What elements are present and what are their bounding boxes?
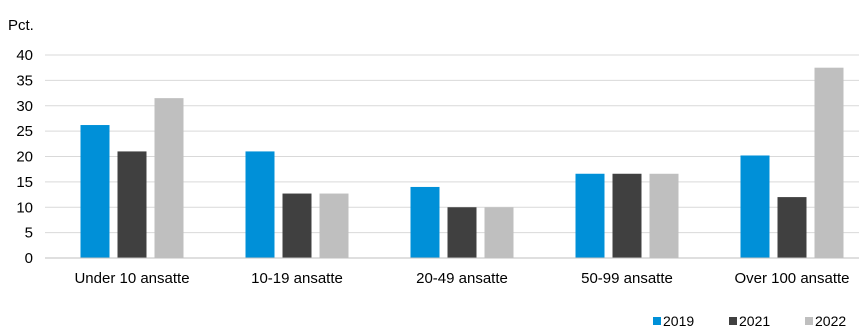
y-tick-label: 25 bbox=[16, 123, 33, 140]
bar-2019-1 bbox=[245, 151, 275, 258]
bar-2022-1 bbox=[319, 193, 349, 258]
y-tick-label: 10 bbox=[16, 199, 33, 216]
bar-2021-2 bbox=[447, 207, 477, 258]
bar-2022-4 bbox=[814, 67, 844, 258]
y-tick-label: 30 bbox=[16, 98, 33, 115]
x-category-label: 20-49 ansatte bbox=[416, 270, 508, 287]
y-tick-label: 20 bbox=[16, 149, 33, 166]
bar-2019-0 bbox=[80, 125, 110, 258]
y-tick-label: 35 bbox=[16, 72, 33, 89]
y-tick-label: 40 bbox=[16, 47, 33, 64]
bar-2021-3 bbox=[612, 173, 642, 258]
legend-label: 2022 bbox=[815, 313, 846, 329]
x-category-label: Over 100 ansatte bbox=[734, 270, 849, 287]
bar-2022-3 bbox=[649, 173, 679, 258]
bar-2022-2 bbox=[484, 207, 514, 258]
legend-label: 2021 bbox=[739, 313, 770, 329]
bar-2019-2 bbox=[410, 186, 440, 258]
bar-2021-4 bbox=[777, 197, 807, 258]
legend-label: 2019 bbox=[663, 313, 694, 329]
bar-2019-3 bbox=[575, 173, 605, 258]
bar-2019-4 bbox=[740, 155, 770, 258]
x-category-label: Under 10 ansatte bbox=[74, 270, 189, 287]
legend-swatch-2019 bbox=[653, 317, 661, 325]
x-category-label: 10-19 ansatte bbox=[251, 270, 343, 287]
bar-2021-1 bbox=[282, 193, 312, 258]
legend-swatch-2022 bbox=[805, 317, 813, 325]
y-axis-ticks: 0 5 10 15 20 25 30 35 40 bbox=[16, 47, 33, 267]
legend-swatch-2021 bbox=[729, 317, 737, 325]
y-tick-label: 5 bbox=[25, 225, 33, 242]
x-axis-category-labels: Under 10 ansatte 10-19 ansatte 20-49 ansat… bbox=[74, 270, 849, 287]
bars bbox=[80, 67, 844, 258]
y-tick-label: 0 bbox=[25, 250, 33, 267]
bar-2022-0 bbox=[154, 98, 184, 258]
bar-2021-0 bbox=[117, 151, 147, 258]
y-tick-label: 15 bbox=[16, 174, 33, 191]
legend: 2019 2021 2022 bbox=[653, 313, 846, 329]
y-axis-unit-label: Pct. bbox=[8, 17, 34, 34]
x-category-label: 50-99 ansatte bbox=[581, 270, 673, 287]
